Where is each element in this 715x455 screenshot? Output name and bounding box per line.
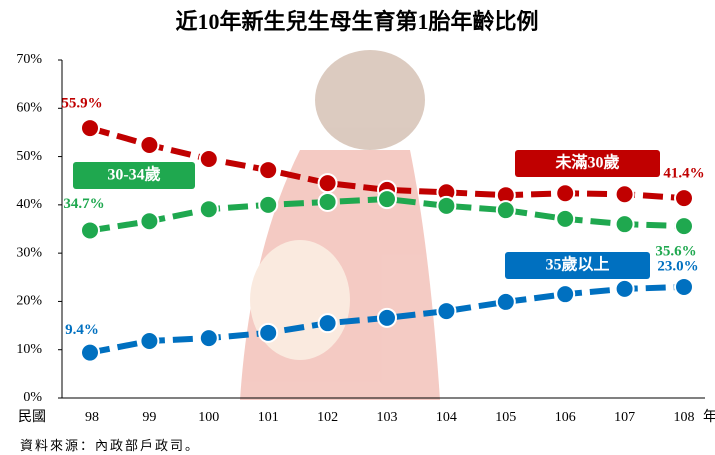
data-point xyxy=(317,173,338,194)
data-point xyxy=(198,148,219,169)
data-point xyxy=(436,301,457,322)
series-line xyxy=(89,125,685,202)
y-tick-label: 0% xyxy=(23,390,42,405)
x-tick-label: 98 xyxy=(85,410,99,425)
x-tick-label: 107 xyxy=(614,410,635,425)
data-point xyxy=(317,313,338,334)
y-tick-label: 60% xyxy=(16,101,42,116)
data-point xyxy=(674,188,694,209)
value-label: 34.7% xyxy=(63,196,104,212)
data-point xyxy=(198,199,219,220)
data-point xyxy=(436,195,457,216)
data-point xyxy=(495,291,516,312)
value-label: 55.9% xyxy=(61,96,102,112)
x-tick-label: 99 xyxy=(142,410,156,425)
value-label: 9.4% xyxy=(65,322,99,338)
y-tick-label: 30% xyxy=(16,245,42,260)
x-tick-label: 102 xyxy=(317,410,338,425)
y-tick-label: 40% xyxy=(16,197,42,212)
data-point xyxy=(674,276,694,297)
source-note: 資料來源：內政部戶政司。 xyxy=(20,438,200,453)
data-point xyxy=(555,183,576,204)
data-point xyxy=(317,191,338,212)
data-point xyxy=(80,342,100,363)
data-point xyxy=(674,216,694,237)
value-label: 23.0% xyxy=(657,258,698,274)
legend-box xyxy=(505,252,650,279)
data-point xyxy=(139,134,160,155)
y-tick-label: 20% xyxy=(16,294,42,309)
legend-box xyxy=(515,150,660,177)
x-tick-label: 106 xyxy=(555,410,576,425)
data-point xyxy=(614,278,635,299)
data-point xyxy=(139,331,160,352)
data-point xyxy=(377,307,397,328)
data-point xyxy=(555,284,576,305)
data-point xyxy=(80,220,100,241)
data-point xyxy=(258,160,279,181)
x-tick-label: 100 xyxy=(198,410,219,425)
data-point xyxy=(198,328,219,349)
illustration xyxy=(240,50,440,400)
legend-box xyxy=(73,162,195,189)
value-label: 35.6% xyxy=(655,244,696,260)
value-label: 41.4% xyxy=(663,166,704,182)
x-tick-label: 104 xyxy=(436,410,457,425)
data-point xyxy=(258,322,279,343)
x-tick-label: 101 xyxy=(258,410,279,425)
data-point xyxy=(377,189,397,210)
y-tick-label: 70% xyxy=(16,52,42,67)
x-prefix: 民國 xyxy=(18,410,46,425)
data-point xyxy=(80,118,100,139)
legend-label: 35歲以上 xyxy=(545,255,609,274)
data-point xyxy=(258,194,279,215)
y-tick-label: 50% xyxy=(16,149,42,164)
x-tick-label: 105 xyxy=(495,410,516,425)
x-tick-label: 108 xyxy=(674,410,695,425)
data-point xyxy=(139,211,160,232)
data-point xyxy=(495,200,516,221)
x-tick-label: 103 xyxy=(377,410,398,425)
legend-label: 未滿30歲 xyxy=(554,153,619,172)
data-point xyxy=(614,184,635,205)
chart-title: 近10年新生兒生母生育第1胎年齡比例 xyxy=(175,9,538,34)
x-suffix: 年 xyxy=(703,409,715,425)
data-point xyxy=(614,214,635,235)
y-tick-label: 10% xyxy=(16,342,42,357)
data-point xyxy=(555,208,576,229)
legend-label: 30-34歲 xyxy=(107,165,160,184)
